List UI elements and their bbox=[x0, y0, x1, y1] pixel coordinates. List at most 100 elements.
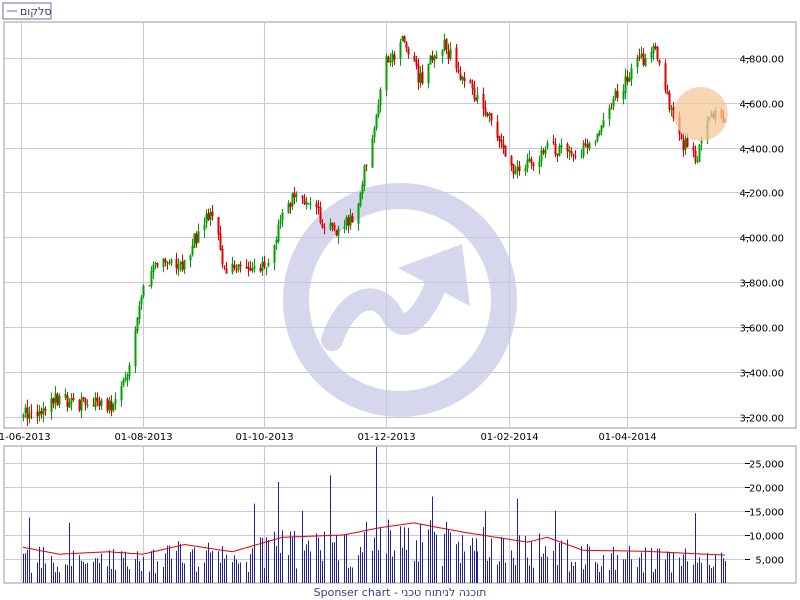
candle-down-body bbox=[96, 398, 99, 402]
candle-down-body bbox=[351, 215, 354, 223]
candle-down-body bbox=[148, 285, 151, 287]
candle-down-body bbox=[463, 77, 466, 82]
candle-down-body bbox=[223, 265, 226, 267]
candle-up-body bbox=[461, 76, 464, 80]
candle-up-body bbox=[237, 264, 240, 271]
candle-down-body bbox=[482, 93, 485, 109]
candle-up-body bbox=[528, 158, 531, 162]
candle-down-body bbox=[496, 121, 499, 138]
candle-up-body bbox=[275, 240, 278, 244]
candle-down-body bbox=[457, 69, 460, 73]
candle-up-body bbox=[602, 120, 605, 127]
candle-down-body bbox=[98, 401, 101, 407]
candle-up-body bbox=[309, 203, 312, 205]
candle-up-body bbox=[538, 161, 541, 168]
watermark-arrow-head bbox=[398, 244, 470, 306]
candle-up-body bbox=[644, 58, 647, 67]
volume-tick-label: 15,000 bbox=[749, 508, 784, 519]
date-tick-label: 01-10-2013 bbox=[235, 432, 293, 443]
volume-axis: 5,000 10,000 15,000 20,000 25,000 bbox=[745, 460, 784, 567]
candle-up-body bbox=[524, 168, 527, 172]
candle-up-body bbox=[120, 386, 123, 401]
candle-up-body bbox=[630, 68, 633, 80]
candle-up-body bbox=[50, 398, 53, 412]
candle-up-body bbox=[385, 56, 388, 91]
candle-down-body bbox=[219, 233, 222, 250]
price-tick-label: 3,200.00 bbox=[739, 414, 784, 425]
candle-up-body bbox=[700, 139, 703, 144]
candle-up-body bbox=[526, 159, 529, 169]
candle-up-body bbox=[329, 223, 332, 230]
candle-up-body bbox=[251, 268, 254, 271]
candle-up-body bbox=[136, 318, 139, 331]
candle-up-body bbox=[94, 396, 97, 408]
candle-down-body bbox=[405, 42, 408, 49]
candle-up-body bbox=[598, 131, 601, 136]
candle-down-body bbox=[30, 411, 33, 413]
candle-up-body bbox=[124, 378, 127, 381]
candle-up-body bbox=[152, 264, 155, 272]
candle-up-body bbox=[435, 55, 438, 59]
candle-up-body bbox=[670, 108, 673, 110]
volume-tick-label: 20,000 bbox=[749, 484, 784, 495]
price-tick-label: 4,200.00 bbox=[739, 189, 784, 200]
candle-down-body bbox=[195, 233, 198, 244]
candle-down-body bbox=[259, 267, 262, 272]
date-tick-label: 01-12-2013 bbox=[357, 432, 415, 443]
candle-up-body bbox=[337, 228, 340, 237]
candle-up-body bbox=[650, 52, 653, 59]
candle-up-body bbox=[100, 399, 103, 406]
candle-up-body bbox=[419, 73, 422, 84]
candle-up-body bbox=[22, 414, 25, 418]
candle-up-body bbox=[427, 63, 430, 84]
candle-down-body bbox=[486, 113, 489, 117]
candle-up-body bbox=[624, 76, 627, 94]
candle-up-body bbox=[391, 53, 394, 63]
candle-up-body bbox=[265, 267, 268, 269]
candle-up-body bbox=[291, 193, 294, 206]
candlestick-series bbox=[22, 33, 727, 426]
candle-up-body bbox=[594, 141, 597, 143]
candle-up-body bbox=[150, 270, 153, 286]
candle-down-body bbox=[616, 91, 619, 98]
candle-up-body bbox=[640, 53, 643, 57]
candle-down-body bbox=[570, 151, 573, 155]
footer-caption: Sponser chart - תוכנה לניתוח טכני bbox=[314, 586, 487, 599]
candle-down-body bbox=[52, 398, 55, 404]
candle-up-body bbox=[359, 193, 362, 206]
candle-down-body bbox=[572, 154, 575, 156]
candle-down-body bbox=[181, 261, 184, 271]
candle-down-body bbox=[40, 411, 43, 414]
candle-up-body bbox=[580, 156, 583, 158]
candle-up-body bbox=[361, 184, 364, 194]
candle-down-body bbox=[504, 146, 507, 157]
candle-down-body bbox=[686, 138, 689, 147]
candle-down-body bbox=[164, 259, 167, 263]
candle-up-body bbox=[179, 262, 182, 264]
candle-down-body bbox=[658, 59, 661, 64]
candle-down-body bbox=[574, 156, 577, 158]
candle-up-body bbox=[64, 393, 67, 398]
candle-down-body bbox=[664, 63, 667, 91]
candle-down-body bbox=[672, 107, 675, 119]
candle-down-body bbox=[221, 248, 224, 265]
candle-up-body bbox=[197, 231, 200, 243]
candle-up-body bbox=[138, 305, 141, 320]
candle-up-body bbox=[261, 261, 264, 271]
candle-down-body bbox=[502, 143, 505, 148]
candle-up-body bbox=[600, 125, 603, 132]
volume-bars bbox=[23, 446, 726, 583]
candle-up-body bbox=[540, 150, 543, 162]
candle-up-body bbox=[28, 413, 31, 419]
candle-up-body bbox=[24, 407, 27, 414]
candle-up-body bbox=[54, 393, 57, 403]
candle-down-body bbox=[532, 163, 535, 167]
price-tick-label: 4,600.00 bbox=[739, 100, 784, 111]
candle-up-body bbox=[377, 104, 380, 116]
candle-up-body bbox=[80, 398, 83, 411]
candle-up-body bbox=[343, 226, 346, 229]
candle-up-body bbox=[70, 398, 73, 404]
candle-down-body bbox=[245, 266, 248, 269]
date-tick-label: 01-02-2014 bbox=[480, 432, 538, 443]
candle-down-body bbox=[407, 48, 410, 55]
